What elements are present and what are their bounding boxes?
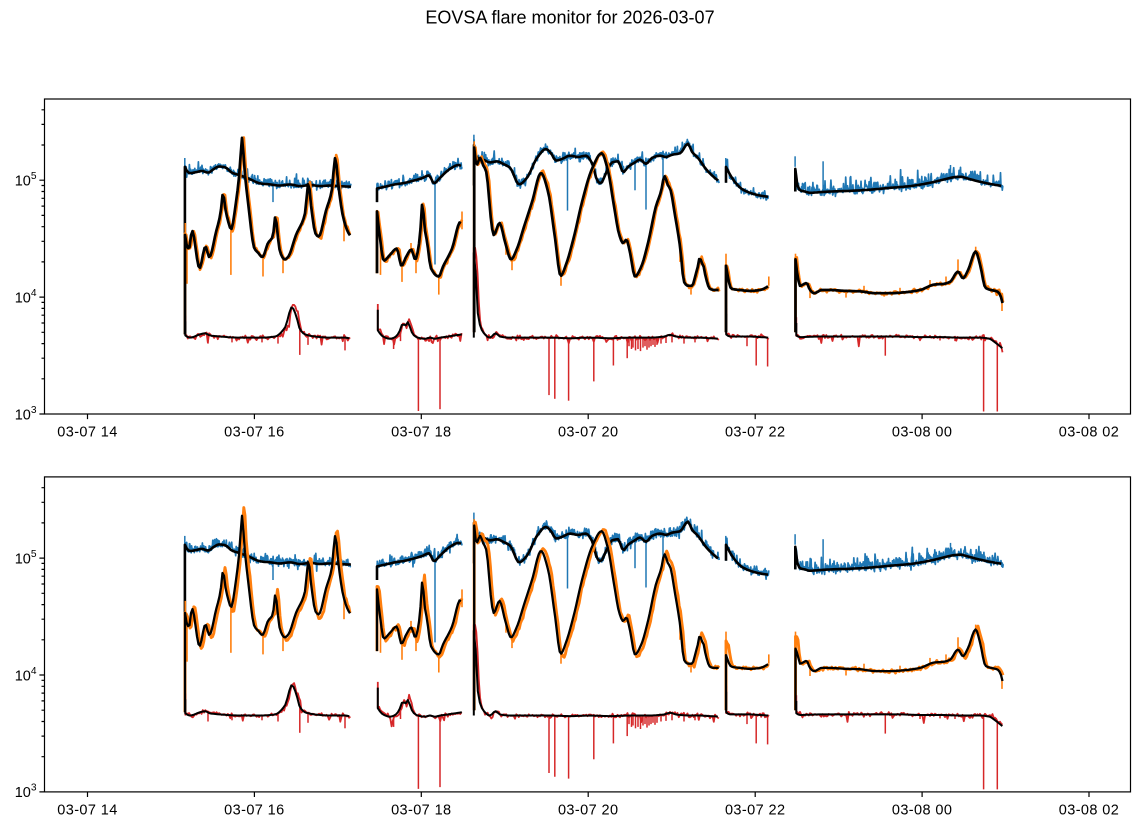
svg-text:EOVSA flare monitor for 2026-0: EOVSA flare monitor for 2026-03-07 — [425, 8, 714, 28]
svg-text:03-07 14: 03-07 14 — [57, 425, 117, 441]
svg-text:03-07 14: 03-07 14 — [57, 803, 117, 819]
svg-text:03-07 20: 03-07 20 — [558, 803, 618, 819]
svg-text:03-07 20: 03-07 20 — [558, 425, 618, 441]
svg-text:03-07 18: 03-07 18 — [391, 425, 451, 441]
svg-text:03-07 22: 03-07 22 — [725, 803, 785, 819]
svg-text:03-08 00: 03-08 00 — [892, 803, 952, 819]
svg-text:03-07 16: 03-07 16 — [224, 425, 284, 441]
svg-text:03-07 22: 03-07 22 — [725, 425, 785, 441]
svg-text:03-08 02: 03-08 02 — [1059, 803, 1119, 819]
svg-text:03-08 00: 03-08 00 — [892, 425, 952, 441]
svg-text:03-07 16: 03-07 16 — [224, 803, 284, 819]
svg-text:03-07 18: 03-07 18 — [391, 803, 451, 819]
svg-text:03-08 02: 03-08 02 — [1059, 425, 1119, 441]
